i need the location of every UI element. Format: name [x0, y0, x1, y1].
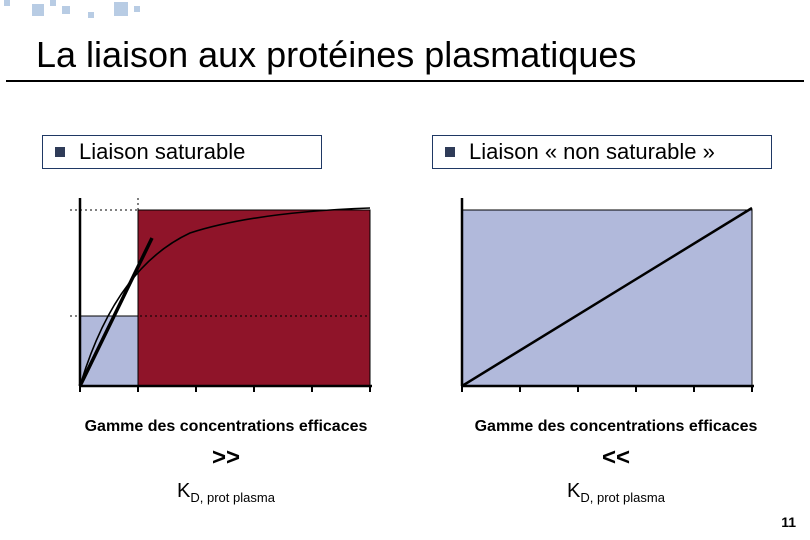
page-title: La liaison aux protéines plasmatiques — [36, 34, 636, 76]
right-kd: KD, prot plasma — [446, 480, 786, 505]
right-chart — [452, 198, 762, 403]
left-caption: Gamme des concentrations efficaces — [56, 418, 396, 436]
left-chart — [70, 198, 380, 403]
right-heading-box: Liaison « non saturable » — [432, 135, 772, 169]
title-underline — [6, 80, 804, 82]
left-heading-box: Liaison saturable — [42, 135, 322, 169]
bullet-icon — [445, 147, 455, 157]
right-caption: Gamme des concentrations efficaces — [446, 418, 786, 436]
left-kd: KD, prot plasma — [56, 480, 396, 505]
page-number: 11 — [781, 514, 796, 530]
left-heading-text: Liaison saturable — [79, 139, 245, 165]
header-decor — [0, 0, 810, 24]
bullet-icon — [55, 147, 65, 157]
right-heading-text: Liaison « non saturable » — [469, 139, 715, 165]
right-operator: << — [446, 444, 786, 472]
left-operator: >> — [56, 444, 396, 472]
